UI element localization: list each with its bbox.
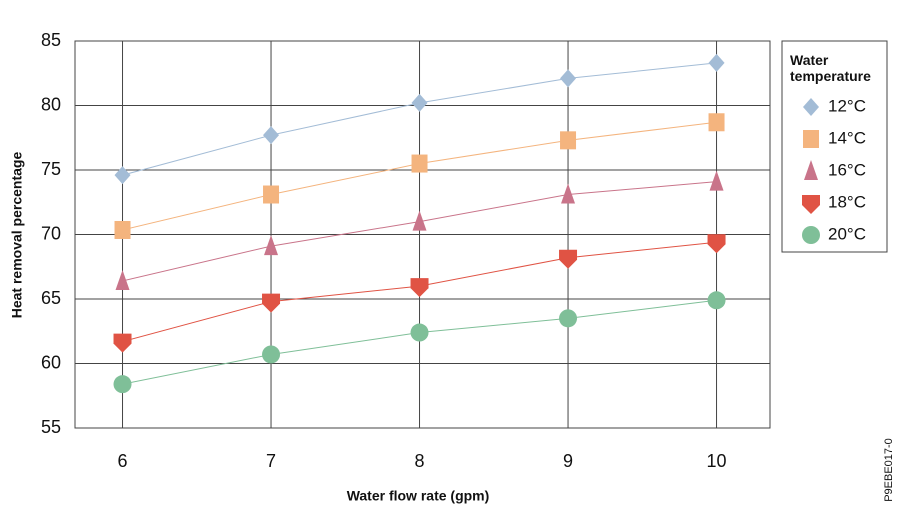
marker	[410, 323, 429, 342]
marker	[263, 126, 280, 145]
marker	[263, 185, 280, 204]
y-tick-label: 55	[41, 417, 61, 437]
marker	[411, 93, 428, 112]
marker	[113, 333, 132, 353]
marker	[559, 249, 578, 269]
marker	[708, 113, 725, 132]
marker	[262, 293, 281, 313]
marker	[802, 195, 820, 214]
marker	[708, 53, 725, 72]
marker	[412, 210, 427, 231]
legend-label: 16°C	[828, 160, 866, 179]
marker	[115, 269, 130, 290]
marker	[114, 166, 131, 185]
marker	[561, 183, 576, 204]
y-tick-label: 85	[41, 30, 61, 50]
marker	[804, 160, 818, 180]
marker	[560, 69, 577, 88]
x-tick-label: 10	[707, 451, 727, 471]
marker	[709, 170, 724, 191]
legend-box	[781, 40, 888, 253]
marker	[802, 226, 820, 244]
legend-label: 18°C	[828, 192, 866, 211]
marker	[803, 130, 819, 148]
marker	[264, 235, 279, 256]
marker	[560, 131, 577, 150]
legend-label: 20°C	[828, 224, 866, 243]
marker	[707, 291, 726, 310]
x-tick-label: 7	[266, 451, 276, 471]
x-tick-label: 9	[563, 451, 573, 471]
marker	[114, 220, 131, 239]
x-axis-label: Water flow rate (gpm)	[347, 488, 490, 504]
x-tick-label: 6	[118, 451, 128, 471]
marker	[411, 154, 428, 173]
marker	[113, 375, 132, 394]
marker	[559, 309, 578, 328]
marker	[410, 278, 429, 298]
y-axis-label: Heat removal percentage	[9, 152, 25, 319]
marker	[803, 98, 819, 116]
x-tick-label: 8	[415, 451, 425, 471]
marker	[707, 234, 726, 254]
legend-label: 12°C	[828, 96, 866, 115]
y-tick-label: 75	[41, 159, 61, 179]
y-tick-label: 70	[41, 223, 61, 243]
marker	[262, 345, 281, 364]
y-tick-label: 65	[41, 288, 61, 308]
figure-id: P9EBE017-0	[883, 438, 895, 502]
y-tick-label: 80	[41, 94, 61, 114]
legend-title: Water temperature	[790, 52, 871, 84]
y-tick-label: 60	[41, 352, 61, 372]
legend-label: 14°C	[828, 128, 866, 147]
